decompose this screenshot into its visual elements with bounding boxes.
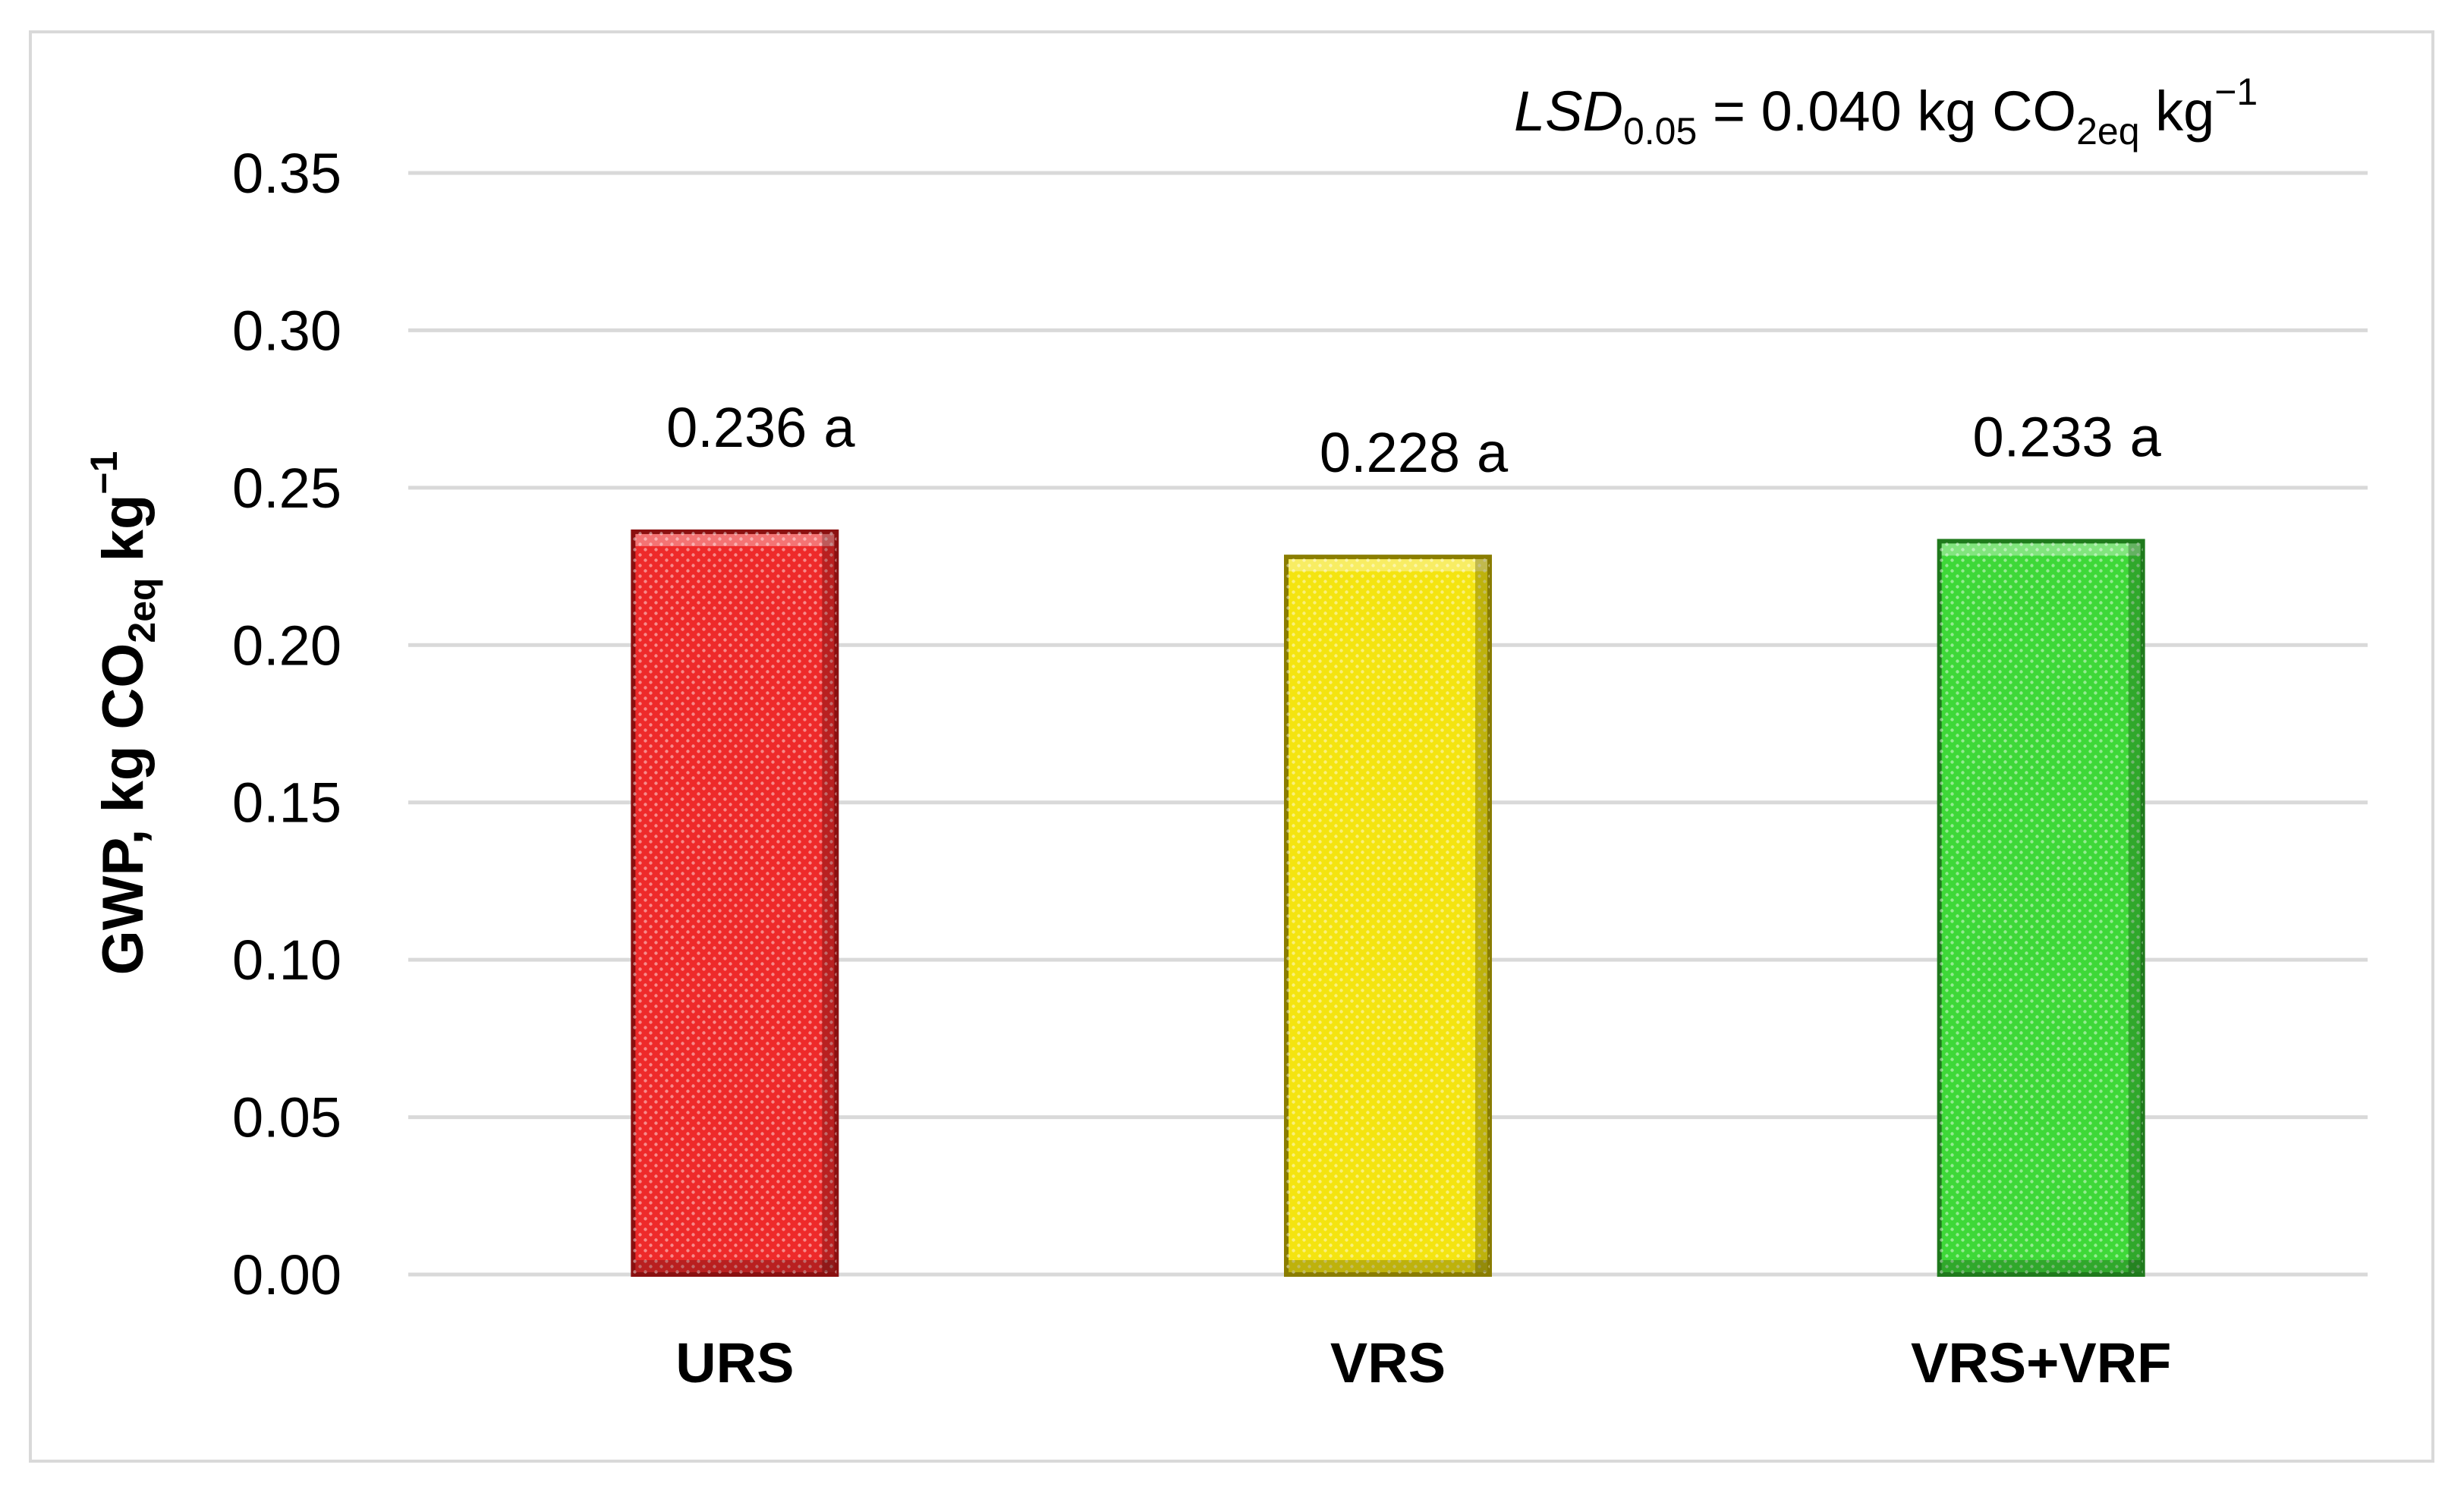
- y-tick-label: 0.35: [232, 142, 341, 205]
- bar-bevel-right: [2128, 543, 2141, 1272]
- data-label-value: 0.236: [666, 396, 807, 459]
- lsd-value: = 0.040 kg CO: [1697, 80, 2076, 143]
- y-axis-title-main: GWP, kg CO: [91, 643, 156, 976]
- lsd-co2-subscript: 2eq: [2076, 110, 2139, 152]
- data-label-value: 0.233: [1972, 405, 2113, 468]
- y-axis-title: GWP, kg CO2eq kg−1: [83, 451, 163, 976]
- significance-letter: a: [823, 396, 855, 459]
- y-tick-label: 0.30: [232, 299, 341, 362]
- y-axis-title-subscript: 2eq: [121, 577, 163, 643]
- y-tick-label: 0.10: [232, 929, 341, 992]
- data-labels: 0.236 a 0.228 a 0.233 a: [666, 396, 2162, 484]
- significance-letter: a: [2130, 405, 2162, 468]
- bar-pattern: [1939, 541, 2143, 1275]
- y-axis-tick-labels: 0.00 0.05 0.10 0.15 0.20 0.25 0.30 0.35: [232, 142, 341, 1306]
- bar-bevel-bottom: [635, 1260, 835, 1272]
- data-label-value: 0.228: [1320, 421, 1460, 484]
- y-tick-label: 0.05: [232, 1086, 341, 1149]
- significance-letter: a: [1477, 421, 1509, 484]
- bar-vrs-vrf: [1937, 539, 2145, 1277]
- x-category-label: VRS: [1330, 1331, 1446, 1394]
- y-tick-label: 0.20: [232, 614, 341, 677]
- lsd-subscript: 0.05: [1623, 110, 1697, 152]
- x-category-label: VRS+VRF: [1911, 1331, 2171, 1394]
- y-tick-label: 0.25: [232, 457, 341, 520]
- lsd-unit: kg: [2140, 80, 2215, 143]
- bar-bevel-top: [1289, 559, 1487, 572]
- bar-bevel-right: [822, 533, 835, 1272]
- bar-vrs: [1284, 555, 1492, 1277]
- y-axis-title-unit: kg: [91, 495, 156, 578]
- lsd-annotation: LSD0.05 = 0.040 kg CO2eq kg−1: [1514, 71, 2258, 152]
- bar-bevel-bottom: [1289, 1260, 1487, 1272]
- bar-bevel-bottom: [1941, 1260, 2141, 1272]
- y-tick-label: 0.00: [232, 1243, 341, 1306]
- data-label: 0.233 a: [1972, 405, 2161, 468]
- y-tick-label: 0.15: [232, 772, 341, 835]
- lsd-unit-superscript: −1: [2214, 71, 2258, 113]
- bars: [631, 529, 2145, 1277]
- x-category-label: URS: [675, 1331, 794, 1394]
- bar-urs: [631, 529, 839, 1277]
- data-label: 0.228 a: [1320, 421, 1509, 484]
- bar-bevel-top: [1941, 543, 2141, 556]
- bar-bevel-top: [635, 533, 835, 546]
- bar-pattern: [1286, 557, 1490, 1275]
- data-label: 0.236 a: [666, 396, 855, 459]
- x-axis-category-labels: URS VRS VRS+VRF: [675, 1331, 2171, 1394]
- lsd-prefix: LSD: [1514, 80, 1623, 143]
- bar-bevel-right: [1475, 559, 1487, 1272]
- y-axis-title-superscript: −1: [83, 451, 125, 495]
- bar-pattern: [633, 531, 837, 1275]
